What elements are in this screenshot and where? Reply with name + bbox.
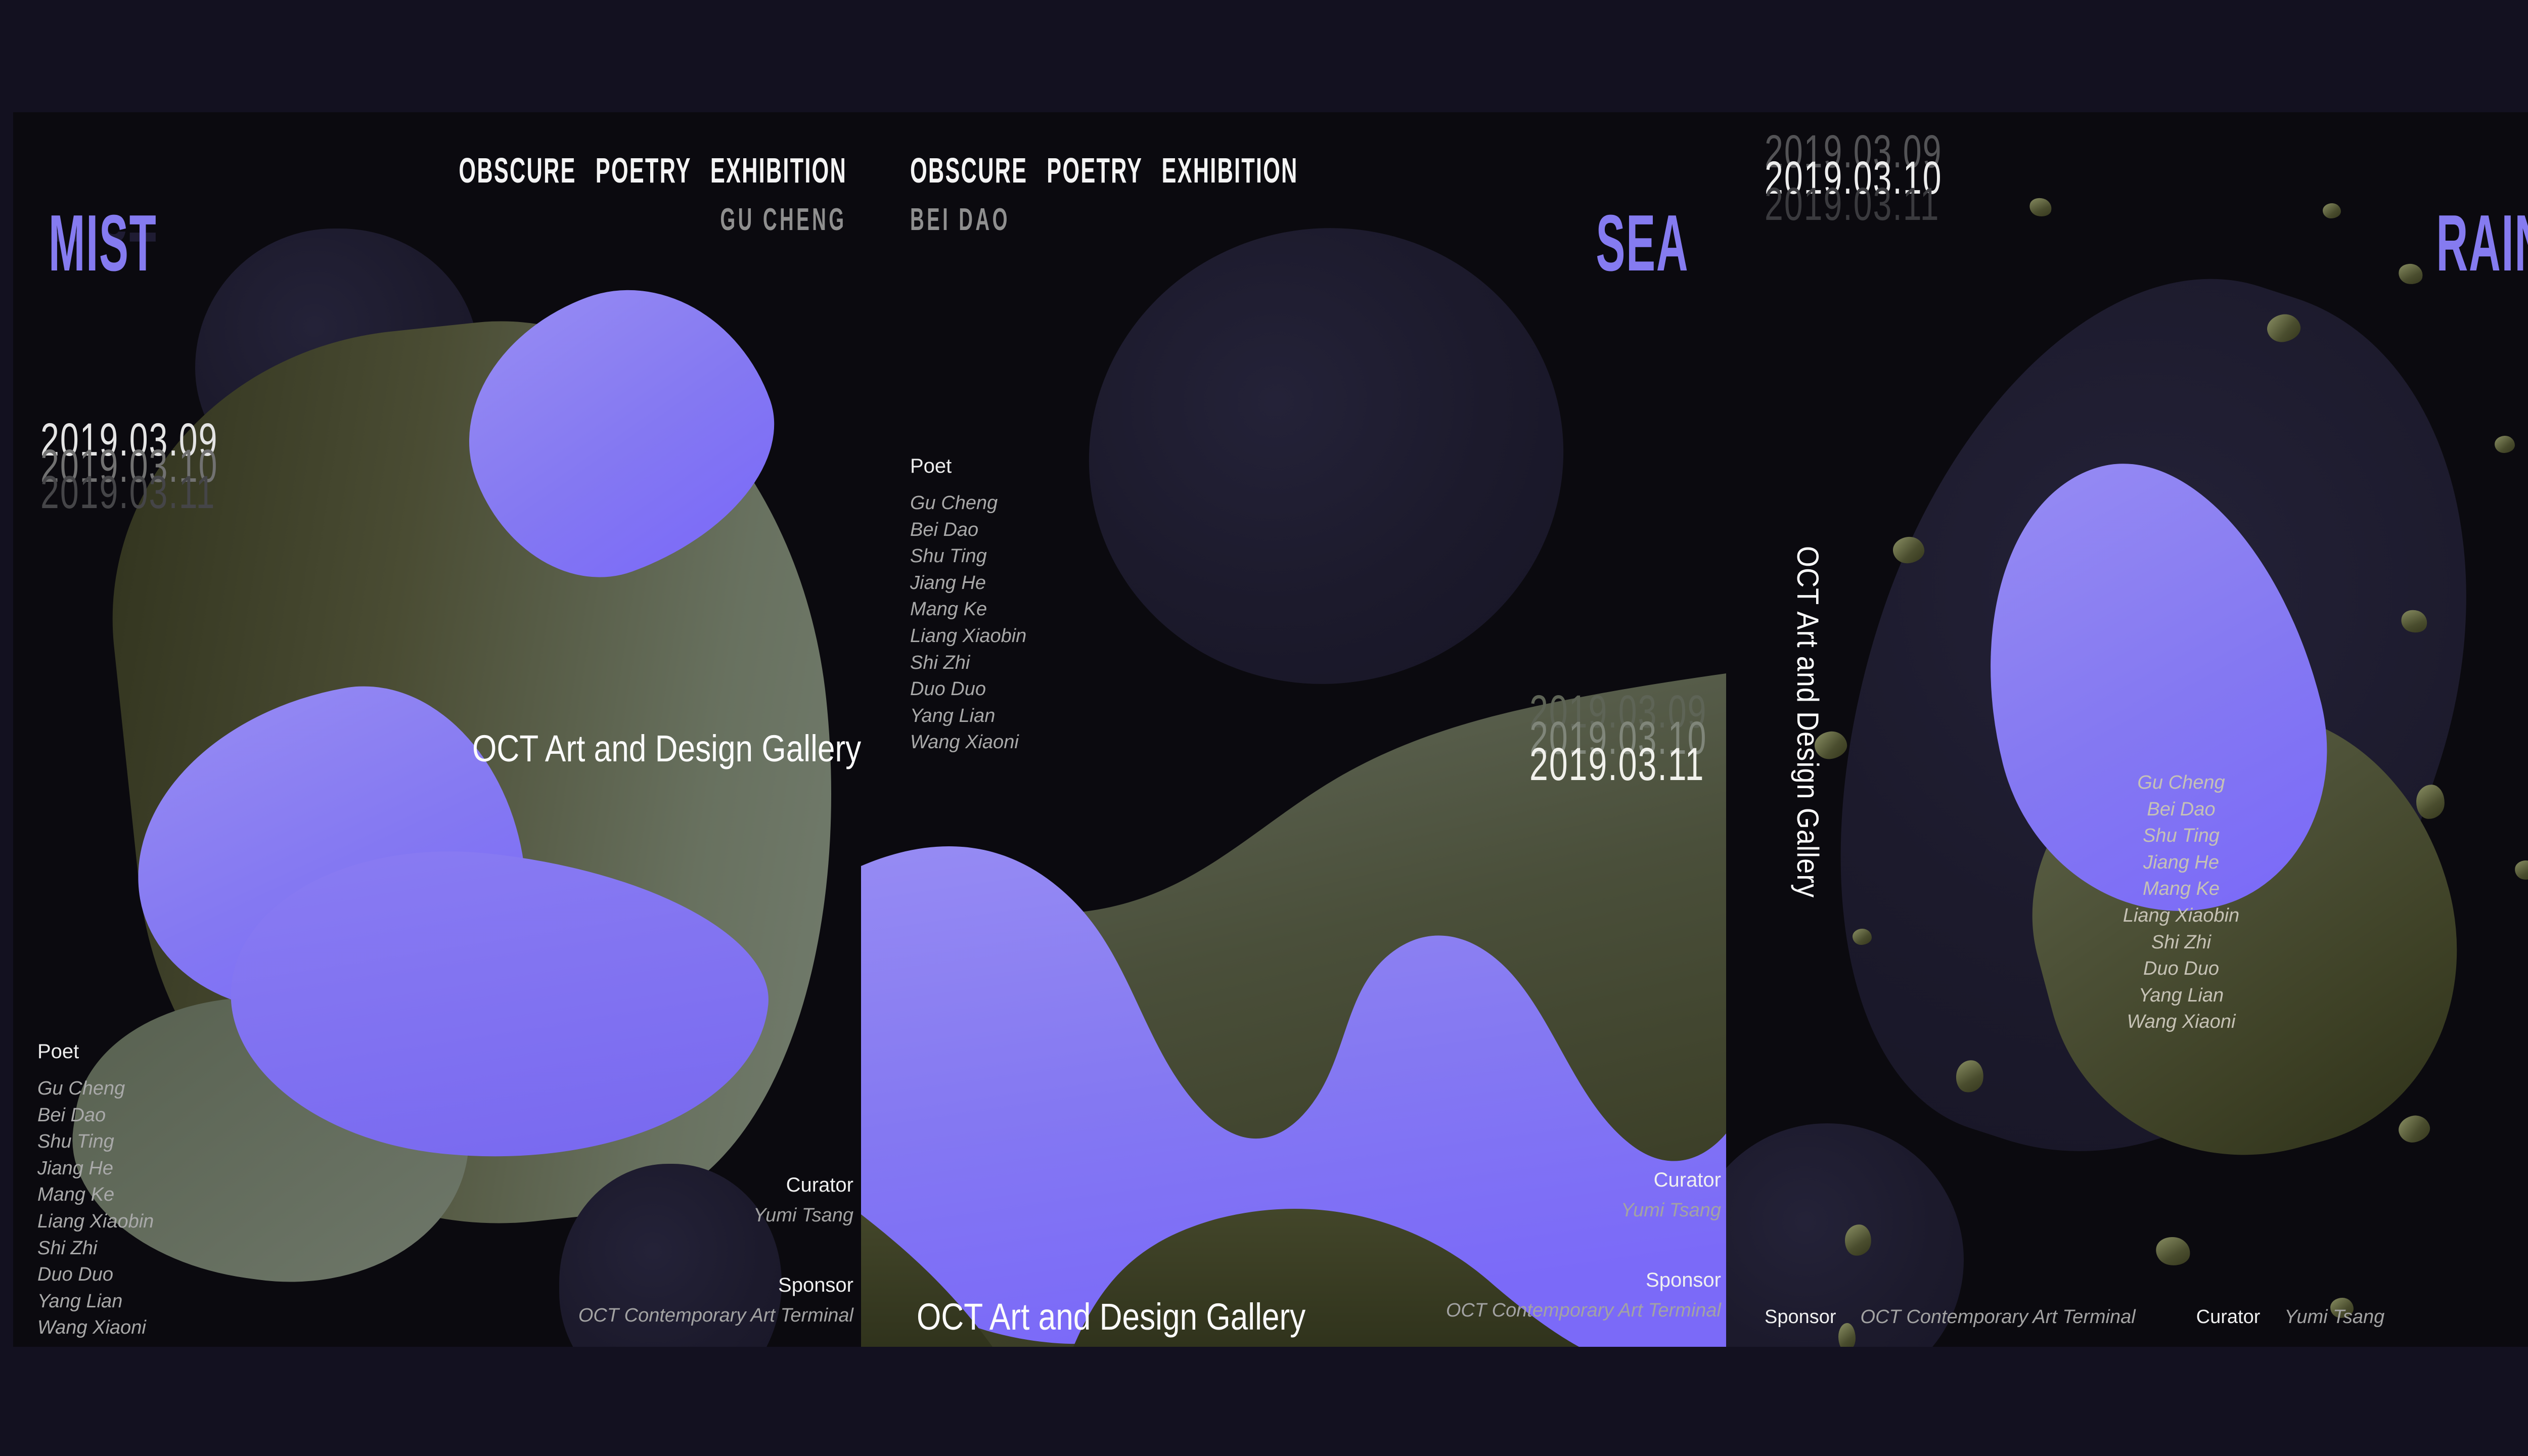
poet-name: Mang Ke	[910, 599, 987, 620]
poet-name: Jiang He	[2143, 851, 2219, 873]
date-line: 2019.03.11	[1765, 178, 1940, 230]
featured-poet: GU CHENG	[720, 202, 847, 237]
sponsor-label: Sponsor	[778, 1274, 853, 1296]
date-stack: 2019.03.09 2019.03.10 2019.03.11	[1529, 689, 1726, 790]
rain-droplet	[2027, 195, 2054, 219]
poet-name: Duo Duo	[910, 678, 986, 700]
venue-name: OCT Art and Design Gallery	[917, 1296, 1306, 1338]
curator-name: Yumi Tsang	[1621, 1200, 1721, 1221]
sponsor-name: OCT Contemporary Art Terminal	[1860, 1306, 2136, 1328]
exhibition-title-block: OBSCURE POETRY EXHIBITION GU CHENG	[221, 153, 847, 236]
curator-label: Curator	[786, 1174, 853, 1196]
poster-title-sea: SEA	[1596, 198, 1689, 288]
poet-name: Gu Cheng	[37, 1078, 125, 1099]
poster-rain: 2019.03.09 2019.03.10 2019.03.11 RAIN OC…	[1726, 112, 2528, 1347]
poster-title-rain: RAIN	[2436, 198, 2528, 288]
sea-wave-shapes	[861, 228, 1726, 1347]
poet-name: Bei Dao	[37, 1104, 106, 1126]
poet-list-block: Poet Gu Cheng Bei Dao Shu Ting Jiang He Mang…	[37, 1040, 154, 1341]
sponsor-label: Sponsor	[1765, 1306, 1836, 1328]
rain-droplet	[2330, 1298, 2354, 1318]
rain-droplet	[2323, 203, 2341, 218]
poet-list-block: Poet Gu Cheng Bei Dao Shu Ting Jiang He Mang…	[910, 455, 1026, 756]
sea-purple-wave	[861, 846, 1726, 1347]
sponsor-label: Sponsor	[1646, 1269, 1721, 1291]
sponsor-name: OCT Contemporary Art Terminal	[1446, 1300, 1721, 1321]
poet-name: Mang Ke	[2142, 878, 2220, 900]
rain-droplet	[2513, 859, 2528, 881]
poster-sea: OBSCURE POETRY EXHIBITION BEI DAO SEA Po…	[861, 112, 1726, 1347]
date-stack: 2019.03.09 2019.03.10 2019.03.11	[40, 417, 287, 518]
credits-block: Curator Yumi Tsang Sponsor OCT Contempor…	[1446, 1169, 1721, 1322]
rain-droplet	[1853, 929, 1872, 945]
poet-name: Yang Lian	[2138, 984, 2224, 1006]
curator-label: Curator	[2196, 1306, 2261, 1328]
curator-name: Yumi Tsang	[753, 1205, 853, 1226]
poet-name: Liang Xiaobin	[910, 625, 1027, 647]
rain-droplet	[2153, 1234, 2193, 1268]
poet-list: Gu Cheng Bei Dao Shu Ting Jiang He Mang Ke Li…	[37, 1075, 154, 1341]
poet-name: Shu Ting	[910, 545, 987, 567]
sea-olive-bottom-left	[861, 1214, 992, 1347]
curator-label: Curator	[1653, 1169, 1721, 1191]
poet-name: Liang Xiaobin	[37, 1210, 154, 1232]
poet-name: Gu Cheng	[2137, 772, 2225, 793]
poet-name: Bei Dao	[2147, 798, 2216, 820]
sponsor-name: OCT Contemporary Art Terminal	[578, 1305, 853, 1326]
poet-name: Wang Xiaoni	[910, 732, 1019, 753]
date-line: 2019.03.11	[40, 467, 216, 518]
rain-droplet	[2495, 436, 2515, 453]
credits-block: Curator Yumi Tsang Sponsor OCT Contempor…	[578, 1174, 853, 1327]
rain-droplet	[1838, 1323, 1856, 1347]
poet-label: Poet	[37, 1040, 79, 1063]
poet-name: Bei Dao	[910, 519, 979, 540]
rain-droplet	[2396, 1112, 2433, 1146]
exhibition-title: OBSCURE POETRY EXHIBITION	[459, 151, 847, 190]
date-line: 2019.03.11	[1529, 739, 1705, 790]
poet-name: Shi Zhi	[910, 652, 970, 673]
credits-row: Sponsor OCT Contemporary Art Terminal Cura…	[1765, 1306, 2384, 1328]
poet-name: Gu Cheng	[910, 492, 998, 514]
poet-list: Gu Cheng Bei Dao Shu Ting Jiang He Mang Ke Li…	[910, 490, 1026, 756]
poet-name: Jiang He	[37, 1157, 113, 1179]
poet-name: Liang Xiaobin	[2123, 904, 2240, 926]
exhibition-title: OBSCURE POETRY EXHIBITION	[910, 151, 1298, 190]
poet-name: Shu Ting	[2143, 825, 2220, 847]
sea-olive-bottom-hump	[1073, 1209, 1579, 1347]
venue-name-vertical: OCT Art and Design Gallery	[1791, 546, 1825, 898]
poet-name: Shi Zhi	[2151, 931, 2211, 953]
poet-name: Shi Zhi	[37, 1237, 98, 1259]
featured-poet: BEI DAO	[910, 202, 1010, 237]
poster-mist: MIST MIST OBSCURE POETRY EXHIBITION GU C…	[13, 112, 861, 1347]
poet-list: Gu Cheng Bei Dao Shu Ting Jiang He Mang Ke Li…	[1989, 769, 2373, 1035]
poet-name: Duo Duo	[2143, 958, 2219, 980]
poet-name: Yang Lian	[37, 1290, 123, 1312]
poet-list-block: Gu Cheng Bei Dao Shu Ting Jiang He Mang Ke Li…	[1989, 769, 2373, 1035]
poet-name: Wang Xiaoni	[37, 1317, 146, 1339]
poet-name: Jiang He	[910, 572, 986, 594]
venue-name: OCT Art and Design Gallery	[472, 727, 861, 769]
poet-name: Wang Xiaoni	[2127, 1011, 2236, 1033]
poet-name: Shu Ting	[37, 1131, 114, 1153]
poet-name: Mang Ke	[37, 1184, 115, 1206]
poet-name: Duo Duo	[37, 1264, 113, 1286]
curator-name: Yumi Tsang	[2284, 1306, 2385, 1328]
poster-title-mist-reflection: MIST	[49, 232, 246, 254]
exhibition-title-block: OBSCURE POETRY EXHIBITION BEI DAO	[910, 153, 1536, 236]
poster-title-mist: MIST	[49, 198, 157, 288]
mist-navy-blob-bottom	[559, 1164, 782, 1347]
poet-name: Yang Lian	[910, 705, 996, 726]
sea-navy-blob	[1089, 228, 1564, 684]
date-stack: 2019.03.09 2019.03.10 2019.03.11	[1765, 128, 2011, 230]
poet-label: Poet	[910, 455, 952, 477]
